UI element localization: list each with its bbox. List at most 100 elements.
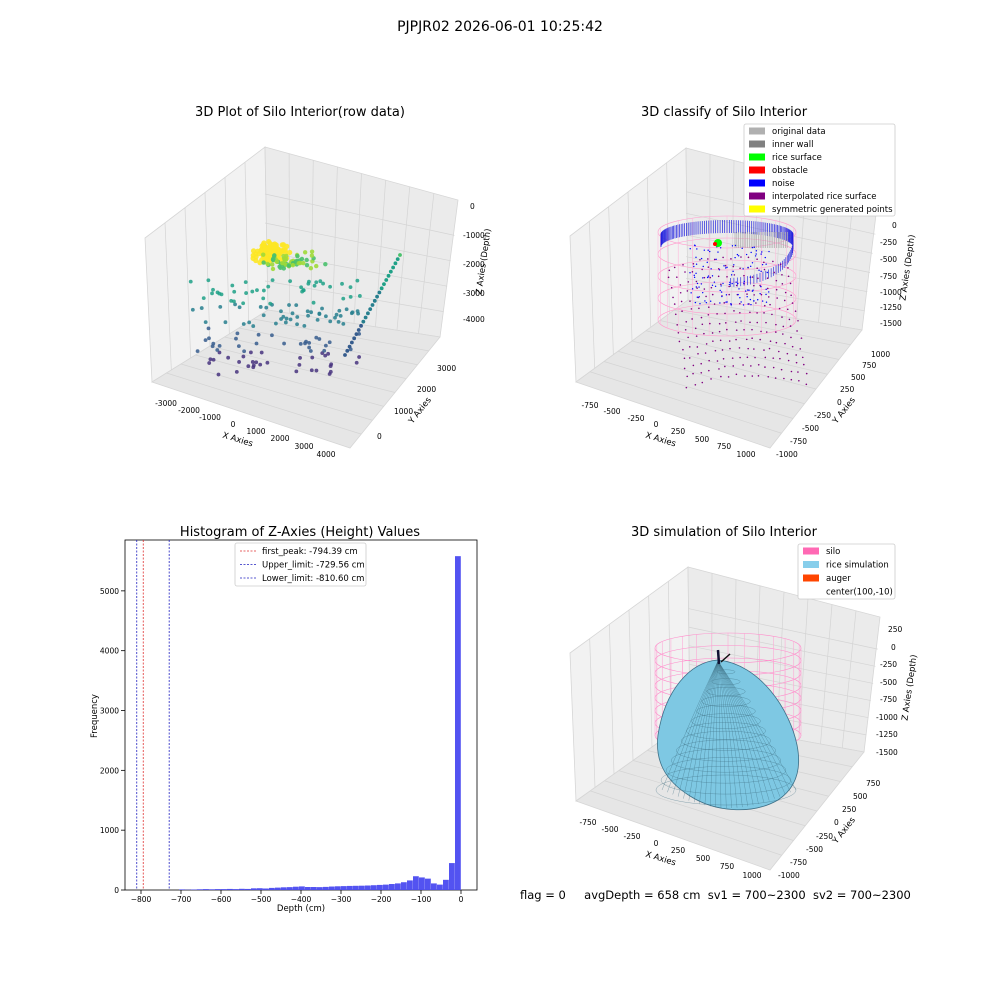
data-point — [216, 372, 221, 377]
data-point — [299, 285, 304, 290]
interpolated-point — [739, 356, 741, 359]
interpolated-point — [667, 276, 670, 279]
noise-point — [742, 304, 745, 306]
data-point — [304, 263, 310, 268]
histogram-bar — [431, 883, 437, 890]
histogram-bar — [221, 889, 227, 890]
interpolated-point — [746, 356, 749, 359]
noise-point — [719, 302, 721, 304]
data-point — [295, 315, 300, 319]
legend-label: symmetric generated points — [772, 205, 893, 215]
grid-line — [418, 193, 435, 334]
interpolated-point — [783, 299, 786, 302]
data-point — [233, 302, 237, 307]
histogram-bar — [455, 556, 461, 890]
histogram-bar — [347, 885, 353, 890]
grid-line — [688, 626, 876, 667]
noise-point — [699, 303, 701, 305]
surface-contour — [655, 774, 797, 806]
noise-point — [737, 255, 740, 257]
noise-point — [747, 303, 749, 305]
data-point — [274, 321, 278, 326]
noise-point — [736, 253, 739, 256]
noise-point — [755, 250, 758, 252]
interpolated-point — [787, 359, 790, 362]
surface-contour — [696, 704, 756, 718]
noise-point — [707, 275, 710, 277]
interpolated-point — [676, 276, 678, 278]
xtick-label: -3000 — [155, 399, 177, 408]
noise-point — [695, 256, 697, 259]
data-point — [328, 319, 333, 324]
interpolated-point — [699, 258, 701, 261]
surface-meridian — [661, 660, 719, 791]
noise-point — [761, 251, 763, 253]
interpolated-point — [777, 350, 780, 353]
data-point — [388, 269, 393, 274]
data-point — [244, 291, 249, 295]
noise-point — [690, 292, 692, 294]
noise-point — [765, 301, 768, 303]
noise-point — [711, 275, 714, 277]
grid-line — [617, 350, 805, 405]
data-point — [309, 368, 314, 373]
data-point — [250, 289, 255, 294]
interpolated-point — [739, 311, 741, 314]
histogram-bar — [293, 886, 299, 890]
interpolated-point — [755, 302, 757, 304]
interpolated-point — [692, 372, 694, 375]
ytick-label: 0 — [114, 886, 119, 895]
interpolated-point — [765, 321, 767, 324]
interpolated-point — [763, 312, 765, 314]
interpolated-point — [738, 302, 741, 305]
noise-point — [761, 300, 764, 302]
ytick-label: 3000 — [437, 364, 456, 373]
data-point — [320, 306, 324, 311]
interpolated-point — [757, 277, 759, 280]
interpolated-point — [705, 295, 707, 298]
data-point — [307, 345, 312, 350]
data-point — [279, 242, 285, 248]
interpolated-point — [774, 377, 777, 379]
noise-point — [698, 286, 700, 288]
interpolated-point — [772, 357, 775, 359]
legend-swatch — [749, 166, 765, 174]
data-point — [280, 260, 285, 266]
data-point — [282, 247, 288, 253]
interpolated-point — [692, 262, 695, 265]
ztick-label: -250 — [880, 660, 897, 669]
interpolated-point — [696, 346, 699, 348]
data-point — [348, 285, 353, 290]
data-point — [279, 309, 283, 314]
ytick-label: -500 — [802, 424, 819, 433]
data-point — [210, 291, 214, 296]
interpolated-point — [685, 386, 688, 389]
data-point — [310, 355, 315, 360]
noise-point — [731, 282, 733, 285]
interpolated-point — [751, 328, 753, 331]
legend-swatch — [749, 205, 765, 213]
histogram-bar — [269, 887, 275, 890]
data-point — [207, 361, 212, 365]
noise-point — [695, 286, 698, 288]
noise-point — [702, 291, 704, 294]
interpolated-point — [687, 336, 689, 339]
ytick-label: 0 — [377, 432, 382, 441]
simulation-plot-zlabel: Z Axies (Depth) — [900, 654, 919, 721]
noise-point — [718, 269, 721, 271]
interpolated-point — [763, 261, 765, 264]
histogram-bar — [383, 884, 389, 890]
xtick-label: -750 — [581, 401, 598, 410]
legend-label: obstacle — [772, 166, 808, 176]
data-point — [250, 252, 256, 258]
surface-meridian — [667, 660, 719, 793]
legend-box — [743, 123, 896, 217]
histogram-yticks: 0 1000 2000 3000 4000 5000 — [100, 587, 125, 895]
interpolated-point — [695, 280, 698, 283]
xtick-label: 750 — [720, 862, 735, 871]
data-point — [309, 310, 314, 315]
interpolated-point — [775, 323, 777, 326]
interpolated-point — [775, 279, 778, 282]
histogram-ylabel: Frequency — [90, 694, 100, 738]
data-point — [343, 353, 347, 357]
